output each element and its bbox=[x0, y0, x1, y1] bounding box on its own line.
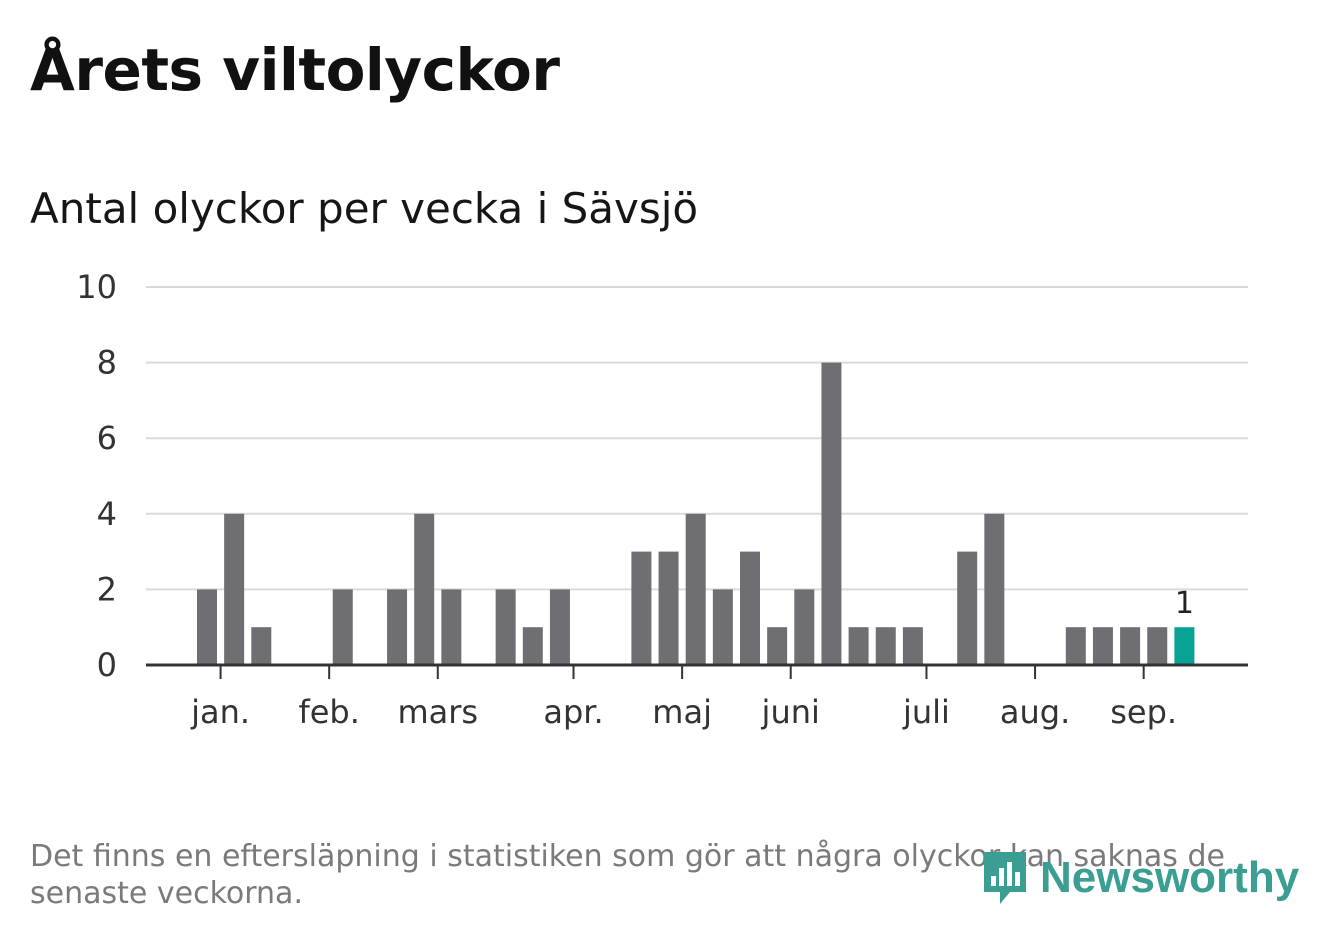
x-tick-label: juli bbox=[902, 693, 950, 731]
x-tick-label: apr. bbox=[543, 693, 603, 731]
bar bbox=[957, 551, 978, 665]
bar bbox=[848, 627, 869, 665]
bar bbox=[767, 627, 788, 665]
bar bbox=[332, 589, 353, 665]
bar bbox=[875, 627, 896, 665]
x-tick-label: mars bbox=[397, 693, 478, 731]
x-tick-label: feb. bbox=[298, 693, 359, 731]
bar-chart-speech-bubble-icon bbox=[984, 852, 1026, 904]
chart-title: Årets viltolyckor bbox=[30, 36, 560, 104]
bar bbox=[712, 589, 733, 665]
y-tick-label: 8 bbox=[97, 344, 117, 382]
bar bbox=[984, 513, 1005, 665]
bar bbox=[794, 589, 815, 665]
data-labels: 1 bbox=[1175, 586, 1194, 621]
y-tick-label: 2 bbox=[97, 570, 117, 608]
bar bbox=[495, 589, 516, 665]
bar bbox=[251, 627, 272, 665]
newsworthy-logo: Newsworthy bbox=[980, 846, 1299, 910]
bar-chart: 0 2 4 6 8 10 jan. feb. mars apr. maj juni juli aug. s… bbox=[76, 268, 1248, 731]
chart-subtitle: Antal olyckor per vecka i Sävsjö bbox=[30, 184, 699, 233]
brand-name: Newsworthy bbox=[1040, 853, 1300, 902]
x-tick-label: juni bbox=[761, 693, 820, 731]
bar bbox=[1120, 627, 1141, 665]
bars bbox=[197, 362, 1195, 665]
bar bbox=[740, 551, 760, 665]
x-tick-label: maj bbox=[652, 693, 712, 731]
highlight-value-label: 1 bbox=[1175, 586, 1194, 621]
bar bbox=[224, 513, 245, 665]
bar-highlight bbox=[1174, 627, 1195, 665]
y-tick-label: 4 bbox=[97, 495, 117, 533]
x-axis: jan. feb. mars apr. maj juni juli aug. sep. bbox=[146, 663, 1248, 731]
bar bbox=[1147, 627, 1168, 665]
bar bbox=[902, 627, 923, 665]
bar bbox=[522, 627, 543, 665]
y-axis-ticks: 0 2 4 6 8 10 bbox=[76, 268, 117, 684]
bar bbox=[821, 362, 842, 665]
bar bbox=[1092, 627, 1113, 665]
bar bbox=[658, 551, 679, 665]
bar bbox=[387, 589, 408, 665]
bar bbox=[1065, 627, 1086, 665]
bar bbox=[414, 513, 435, 665]
y-tick-label: 10 bbox=[76, 268, 117, 306]
x-tick-label: jan. bbox=[190, 693, 250, 731]
bar bbox=[685, 513, 706, 665]
x-tick-label: aug. bbox=[1000, 693, 1070, 731]
x-tick-label: sep. bbox=[1110, 693, 1177, 731]
bar bbox=[197, 589, 217, 665]
y-tick-label: 6 bbox=[97, 419, 117, 457]
y-tick-label: 0 bbox=[97, 646, 117, 684]
bar bbox=[549, 589, 570, 665]
bar bbox=[441, 589, 462, 665]
bar bbox=[631, 551, 652, 665]
